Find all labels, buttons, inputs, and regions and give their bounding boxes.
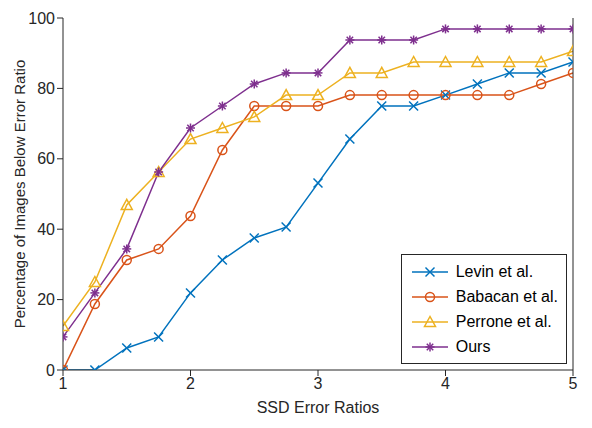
svg-text:2: 2	[186, 375, 195, 392]
html-text:Perrone et al.: Perrone et al.	[455, 312, 552, 330]
svg-text:SSD Error Ratios: SSD Error Ratios	[257, 399, 380, 416]
svg-text:40: 40	[37, 221, 55, 238]
svg-text:3: 3	[314, 375, 323, 392]
svg-text:Percentage of Images Below Err: Percentage of Images Below Error Ratio	[11, 60, 28, 328]
html-text:Ours: Ours	[455, 337, 491, 355]
svg-text:1: 1	[59, 375, 68, 392]
svg-text:4: 4	[441, 375, 450, 392]
svg-text:20: 20	[37, 291, 55, 308]
svg-text:80: 80	[37, 80, 55, 97]
svg-text:60: 60	[37, 150, 55, 167]
svg-text:0: 0	[46, 362, 55, 379]
svg-text:100: 100	[28, 10, 55, 27]
html-text:Babacan et al.: Babacan et al.	[455, 287, 558, 305]
html-text:Levin et al.: Levin et al.	[455, 262, 534, 280]
svg-text:5: 5	[569, 375, 578, 392]
